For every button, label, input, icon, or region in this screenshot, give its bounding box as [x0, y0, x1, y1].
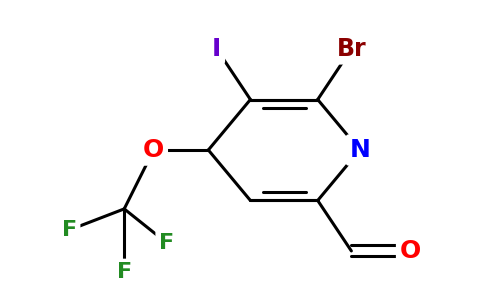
Text: O: O	[143, 138, 164, 162]
Text: F: F	[62, 220, 77, 240]
Text: Br: Br	[336, 37, 366, 61]
Text: F: F	[117, 262, 132, 282]
Text: O: O	[400, 239, 421, 263]
Text: F: F	[159, 232, 174, 253]
Text: N: N	[349, 138, 370, 162]
Text: I: I	[212, 37, 221, 61]
